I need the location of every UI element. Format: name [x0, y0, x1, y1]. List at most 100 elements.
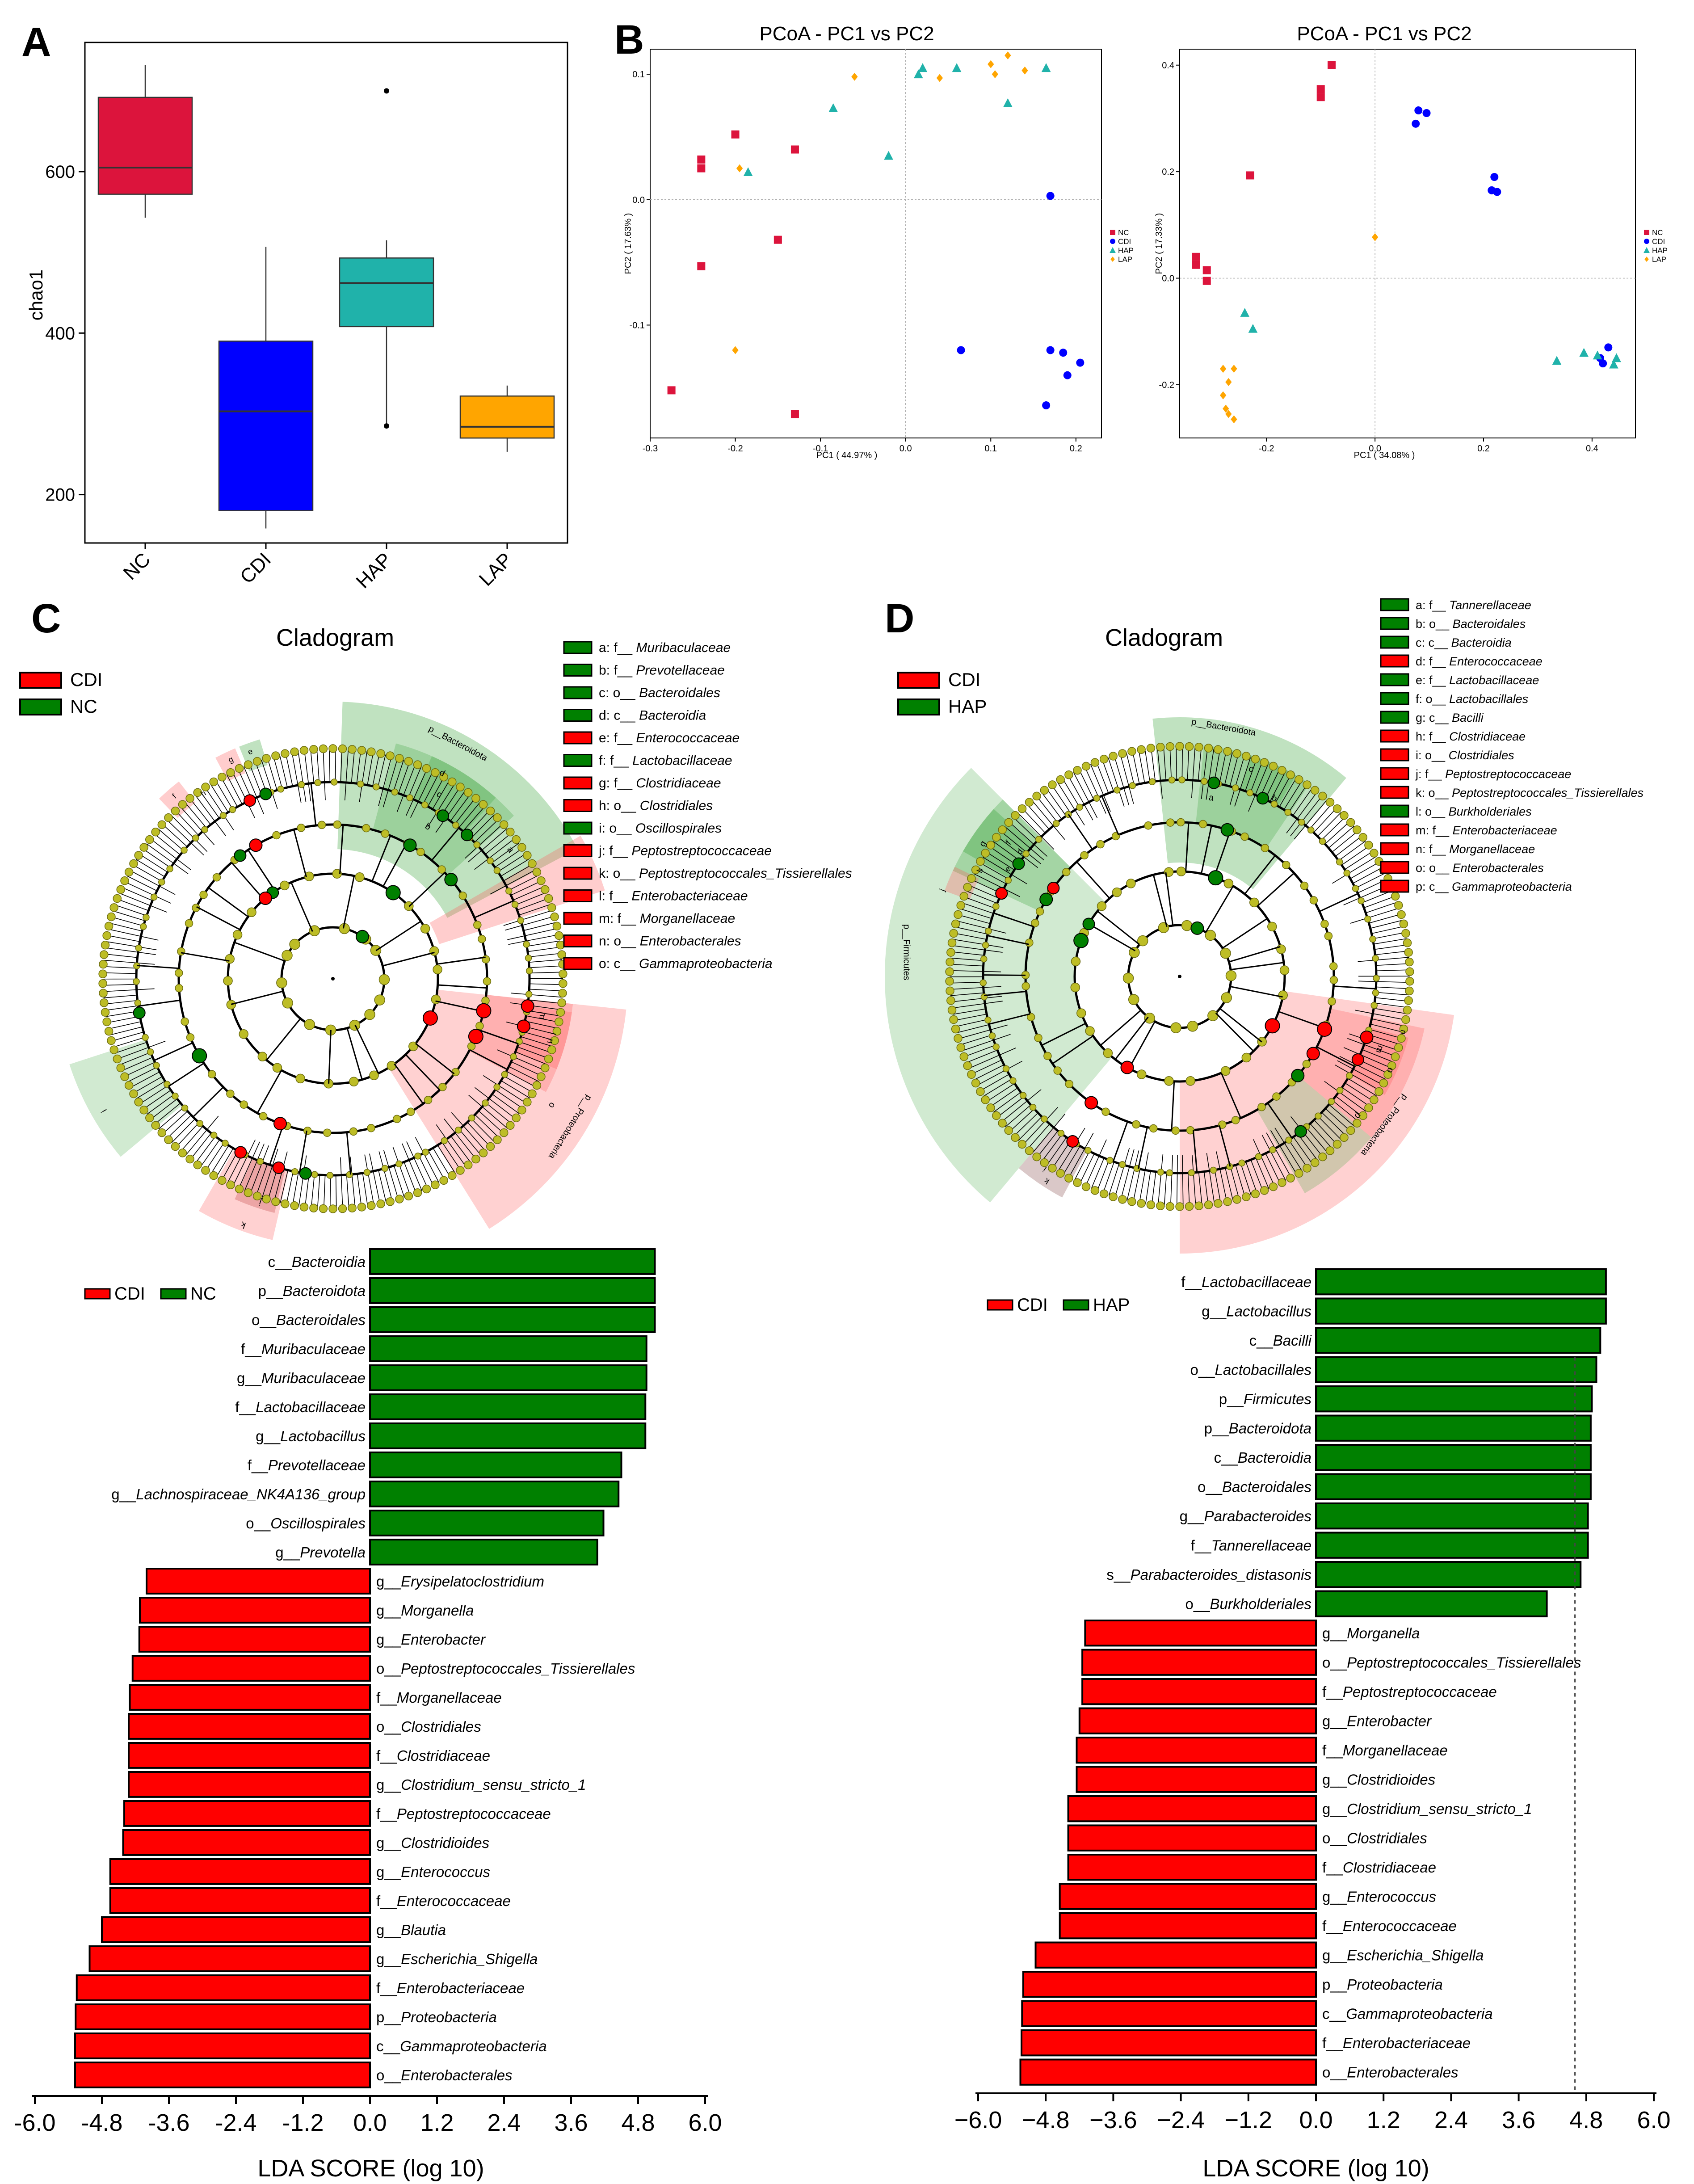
clade-leaf-branch	[1176, 746, 1177, 780]
lda-xtick-label: 1.2	[420, 2109, 454, 2136]
clade-leaf-node	[972, 1079, 980, 1087]
lda-legend-label: CDI	[114, 1284, 145, 1304]
clade-leaf-node	[272, 1198, 280, 1206]
panel-letter-a: A	[21, 19, 51, 65]
lda-bar	[370, 1365, 647, 1390]
clade-leaf-node	[1340, 1133, 1348, 1141]
lda-xtick-label: 6.0	[688, 2109, 722, 2136]
clade-legend-label: d: f__ Enterococcaceae	[1416, 655, 1543, 668]
clade-leaf-node	[448, 1172, 456, 1180]
lda-bar-taxon: Enterobacteriaceae	[1343, 2035, 1471, 2051]
clade-legend-taxon: Lactobacillales	[1449, 692, 1528, 706]
clade-legend-key: h:	[1416, 730, 1429, 743]
clade-inner-node	[1107, 1157, 1113, 1163]
clade-legend-taxon: Enterobacterales	[640, 934, 741, 949]
clade-legend-swatch	[564, 845, 592, 857]
clade-leaf-node	[1128, 1198, 1136, 1206]
clade-leaf-node	[1333, 805, 1341, 813]
clade-leaf-node	[1359, 833, 1367, 842]
lda-bar	[129, 1743, 370, 1768]
clade-inner-node	[510, 1053, 517, 1060]
lda-bar-taxon: Enterococcaceae	[397, 1893, 511, 1909]
lda-bar	[370, 1423, 645, 1448]
lda-bar-rank: g__	[376, 1951, 401, 1967]
clade-inner-node	[387, 1061, 396, 1070]
clade-legend-label: l: f__ Enterobacteriaceae	[599, 889, 748, 904]
clade-inner-node	[1132, 1120, 1140, 1128]
clade-legend-taxon: Enterococcaceae	[1449, 655, 1543, 668]
clade-leaf-node	[1147, 1201, 1155, 1209]
clade-inner-node	[1199, 820, 1207, 828]
clade-inner-node	[135, 945, 142, 951]
clade-inner-node	[355, 873, 364, 882]
clade-legend-rank: o__	[614, 799, 639, 813]
pcoa-point-circle	[1047, 192, 1055, 200]
clade-inner-node	[1371, 1002, 1377, 1009]
clade-leaf-node	[130, 1090, 138, 1098]
clade-leaf-node	[227, 769, 235, 777]
clade-inner-node	[1239, 1160, 1245, 1166]
lda-bar	[129, 1772, 370, 1797]
clade-inner-node	[1023, 850, 1029, 857]
clade-leaf-node	[1269, 762, 1277, 770]
pcoa-point-circle	[1076, 359, 1084, 367]
clade-inner-node	[1269, 1147, 1276, 1153]
lda-bar-rank: f__	[376, 1689, 397, 1706]
clade-leaf-node	[178, 1149, 186, 1157]
lda-bar	[147, 1569, 370, 1594]
lda-bar-taxon: Clostridiales	[401, 1718, 481, 1735]
lda-bar-rank: p__	[376, 2009, 401, 2025]
clade-legend-key: a:	[1416, 598, 1429, 612]
lda-bar-rank: g__	[1180, 1508, 1205, 1524]
pcoa-2-xlabel: PC1 ( 34.08% )	[1354, 450, 1415, 460]
clade-leaf-node	[518, 1106, 526, 1114]
clade-inner-node	[1208, 1010, 1218, 1021]
lda-bar-label: g__Lactobacillus	[1202, 1303, 1311, 1320]
clade-legend-taxon: Bacteroidia	[1451, 636, 1512, 649]
clade-inner-node	[523, 941, 530, 947]
clade-leaf-node	[1269, 1182, 1277, 1191]
clade-leaf-node	[960, 892, 968, 900]
lda-bar-taxon: Peptostreptococcaceae	[397, 1805, 551, 1822]
clade-node-enriched-red	[1307, 1048, 1320, 1060]
clade-leaf-node	[171, 807, 179, 815]
clade-leaf-node	[377, 1200, 385, 1208]
clade-leaf-node	[151, 828, 160, 836]
clade-leaf-node	[121, 877, 129, 885]
lda-bar	[140, 1598, 370, 1623]
lda-bar-taxon: Bacilli	[1273, 1332, 1312, 1349]
clade-legend-key: b:	[1416, 617, 1429, 631]
pcoa-point-square	[1203, 277, 1211, 285]
clade-node-enriched-green	[1221, 824, 1234, 836]
lda-bar-rank: f__	[1322, 2035, 1343, 2051]
clade-legend-label: a: f__ Muribaculaceae	[599, 640, 731, 655]
clade-inner-node	[1119, 1161, 1126, 1168]
clade-leaf-node	[1082, 762, 1090, 770]
clade-inner-node	[396, 1161, 402, 1167]
clade-inner-node	[1065, 1080, 1073, 1088]
clade-legend-label: b: o__ Bacteroidales	[1416, 617, 1526, 631]
clade-legend-rank: o__	[1426, 692, 1450, 706]
clade-inner-node	[1278, 991, 1287, 1000]
clade-inner-node	[357, 781, 364, 787]
clade-inner-node	[478, 935, 486, 943]
lda-bar-label: p__Bacteroidota	[1204, 1420, 1311, 1437]
clade-inner-node	[526, 968, 533, 974]
lda-bar	[1316, 1474, 1591, 1499]
clade-leaf-node	[472, 794, 480, 802]
lda-bar-rank: g__	[376, 1835, 401, 1851]
clade-leaf-node	[101, 941, 109, 949]
clade-legend-taxon: Gammaproteobacteria	[1452, 880, 1572, 893]
clade-leaf-node	[947, 948, 955, 956]
clade-leaf-node	[1405, 987, 1413, 995]
pcoa-xtick-label: -0.1	[813, 444, 828, 454]
clade-leaf-node	[533, 868, 541, 876]
lda-bar	[370, 1481, 618, 1506]
clade-leaf-node	[1137, 1199, 1145, 1208]
clade-leaf-node	[300, 746, 308, 754]
clade-inner-node	[431, 995, 440, 1004]
clade-legend-key: o:	[1416, 861, 1429, 875]
clade-leaf-node	[422, 1185, 430, 1193]
pcoa-1-title: PCoA - PC1 vs PC2	[759, 23, 934, 45]
lda-bar-rank: f__	[235, 1399, 256, 1415]
